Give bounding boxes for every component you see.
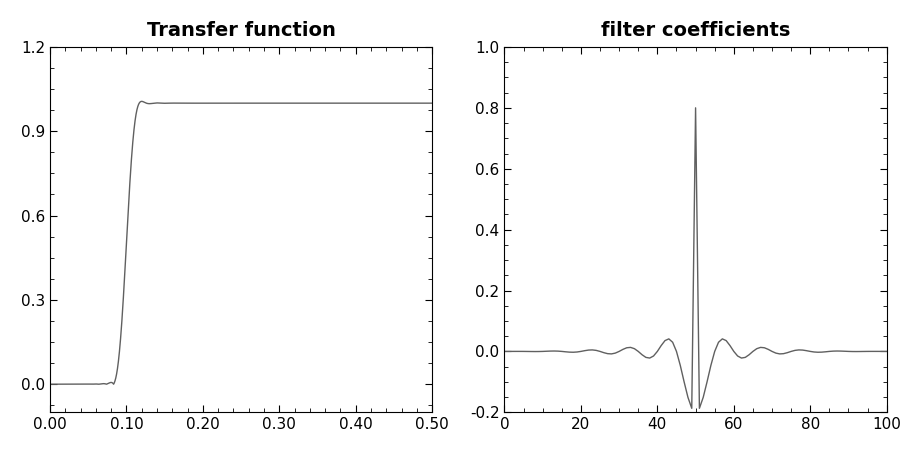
Title: filter coefficients: filter coefficients: [601, 21, 790, 40]
Title: Transfer function: Transfer function: [147, 21, 336, 40]
